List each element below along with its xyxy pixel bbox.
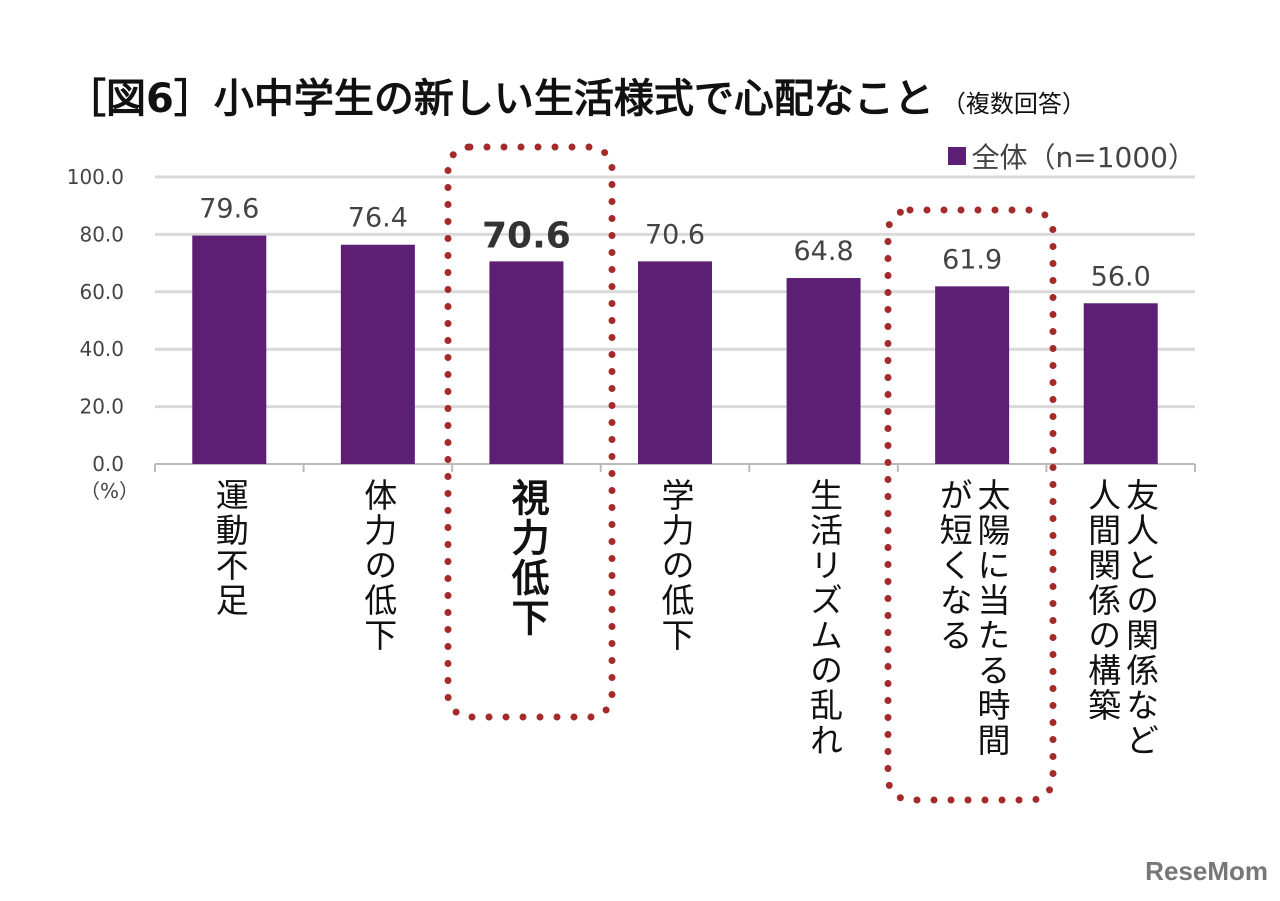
- x-category-label: 体力の低下: [358, 478, 398, 653]
- y-tick-label: 40.0: [79, 337, 124, 361]
- data-label: 56.0: [1091, 261, 1151, 292]
- data-label: 79.6: [199, 194, 259, 225]
- legend-swatch: [947, 147, 966, 165]
- x-category-label: 視力低下: [505, 478, 550, 638]
- bar: [786, 278, 861, 464]
- data-label: 61.9: [942, 244, 1002, 275]
- y-tick-label: 100.0: [67, 165, 124, 189]
- y-tick-label: 60.0: [79, 280, 124, 304]
- bar: [192, 235, 267, 464]
- bar: [935, 286, 1010, 464]
- legend-label: 全体（n=1000）: [971, 141, 1196, 174]
- x-category-label: 友人との関係など 人間関係の構築: [1082, 478, 1160, 758]
- highlight-box: [884, 206, 1057, 804]
- data-label: 76.4: [348, 203, 408, 234]
- y-tick-label: 0.0: [92, 452, 124, 476]
- y-tick-label: 80.0: [79, 222, 124, 246]
- x-category-label: 運動不足: [210, 478, 250, 618]
- legend: 全体（n=1000）: [947, 136, 1196, 176]
- chart-title: ［図6］小中学生の新しい生活様式で心配なこと （複数回答）: [66, 76, 1086, 122]
- y-axis-unit: （%）: [80, 479, 140, 503]
- x-category-label: 太陽に当たる時間 が短くなる: [934, 478, 1012, 758]
- data-label: 64.8: [794, 236, 854, 267]
- bar: [638, 261, 712, 464]
- resemom-logo: ReseMom: [1145, 856, 1268, 886]
- data-label: 70.6: [482, 215, 571, 256]
- y-tick-label: 20.0: [79, 395, 124, 419]
- data-label: 70.6: [645, 219, 705, 250]
- bar: [489, 261, 564, 464]
- bar: [340, 244, 415, 464]
- bar: [1083, 303, 1158, 464]
- x-category-label: 学力の低下: [655, 478, 695, 653]
- x-category-label: 生活リズムの乱れ: [804, 478, 844, 758]
